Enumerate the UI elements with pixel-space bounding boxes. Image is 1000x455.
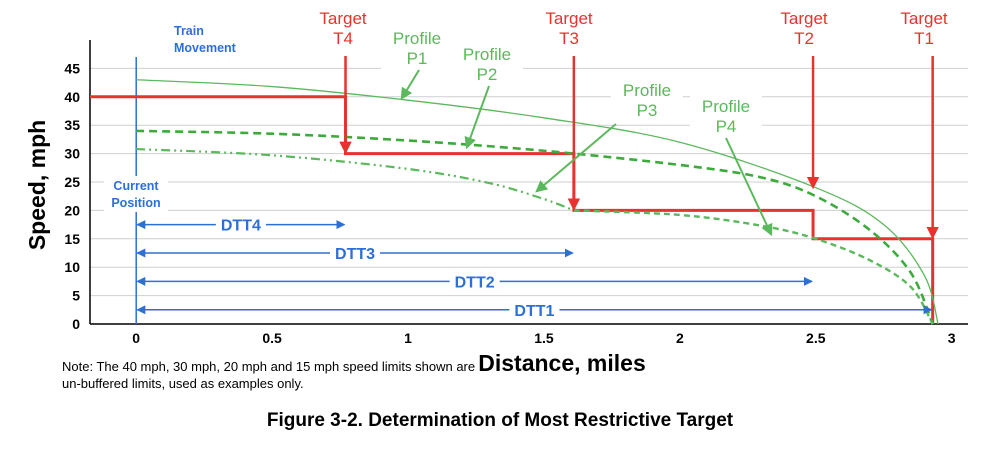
train-movement-label: Movement (174, 41, 237, 55)
profile-arrow (535, 123, 617, 193)
y-tick-label: 15 (64, 231, 80, 247)
y-tick-label: 20 (64, 202, 80, 218)
y-tick-label: 10 (64, 259, 80, 275)
y-tick-label: 35 (64, 117, 80, 133)
profile-label: Profile (702, 97, 750, 116)
x-tick-label: 2 (676, 330, 684, 346)
current-position-label: Current (113, 179, 159, 193)
profile-label-bg (690, 96, 762, 138)
target-label: Target (780, 9, 828, 28)
profile-arrow (400, 69, 420, 101)
train-movement-label: Train (174, 24, 204, 38)
target-label: Target (900, 9, 948, 28)
target-label: Target (319, 9, 367, 28)
profile-curve-p1 (136, 79, 939, 325)
current-position-bg (104, 176, 168, 212)
profile-curve-p4 (573, 209, 934, 325)
profile-label: Profile (393, 29, 441, 48)
chart-note: Note: The 40 mph, 30 mph, 20 mph and 15 … (62, 359, 476, 391)
profile-id-label: P4 (716, 117, 737, 136)
profile-id-label: P2 (477, 65, 498, 84)
y-tick-label: 0 (72, 316, 80, 332)
y-tick-label: 5 (72, 288, 80, 304)
profile-curve-p3 (136, 147, 575, 212)
profile-label-bg (381, 28, 453, 70)
y-tick-label: 40 (64, 89, 80, 105)
profile-label-bg (451, 44, 523, 86)
target-id-label: T1 (914, 29, 934, 48)
profile-id-label: P1 (407, 49, 428, 68)
x-tick-label: 0.5 (262, 330, 282, 346)
profile-arrow (725, 137, 773, 237)
y-axis-label: Speed, mph (24, 120, 50, 250)
y-tick-label: 45 (64, 60, 80, 76)
target-id-label: T4 (333, 29, 353, 48)
x-tick-label: 1.5 (534, 330, 554, 346)
y-tick-label: 25 (64, 174, 80, 190)
current-position-label: Position (111, 196, 160, 210)
profile-id-label: P3 (637, 101, 658, 120)
figure-caption: Figure 3-2. Determination of Most Restri… (266, 410, 734, 431)
x-tick-label: 0 (132, 330, 140, 346)
dtt-label: DTT1 (514, 303, 554, 320)
x-tick-label: 3 (948, 330, 956, 346)
target-id-label: T2 (794, 29, 814, 48)
x-tick-label: 1 (404, 330, 412, 346)
y-tick-label: 30 (64, 146, 80, 162)
x-axis-label: Distance, miles (478, 350, 645, 376)
profile-label: Profile (623, 81, 671, 100)
dtt-label: DTT3 (335, 246, 375, 263)
profile-curve-p2 (136, 129, 934, 325)
profile-label-bg (611, 80, 683, 122)
x-tick-label: 2.5 (806, 330, 826, 346)
dtt-label: DTT2 (455, 274, 495, 291)
dtt-label: DTT4 (221, 218, 261, 235)
profile-arrow (464, 85, 490, 150)
target-id-label: T3 (559, 29, 579, 48)
target-label: Target (545, 9, 593, 28)
profile-label: Profile (463, 45, 511, 64)
